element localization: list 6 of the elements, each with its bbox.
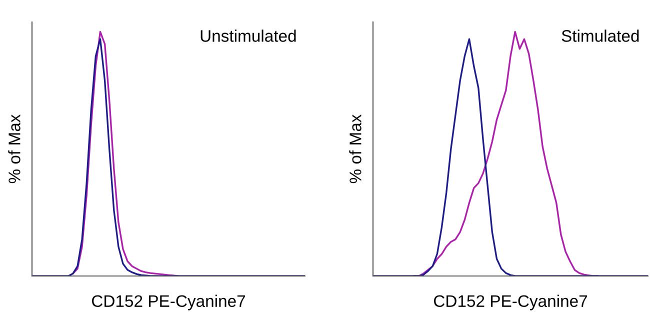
y-axis-title: % of Max (349, 114, 362, 184)
x-axis-title: CD152 PE-Cyanine7 (434, 294, 588, 310)
annotation: Stimulated (562, 30, 639, 42)
x-axis-title: CD152 PE-Cyanine7 (92, 294, 246, 310)
annotation: Unstimulated (200, 30, 296, 42)
y-axis-title: % of Max (8, 114, 20, 184)
